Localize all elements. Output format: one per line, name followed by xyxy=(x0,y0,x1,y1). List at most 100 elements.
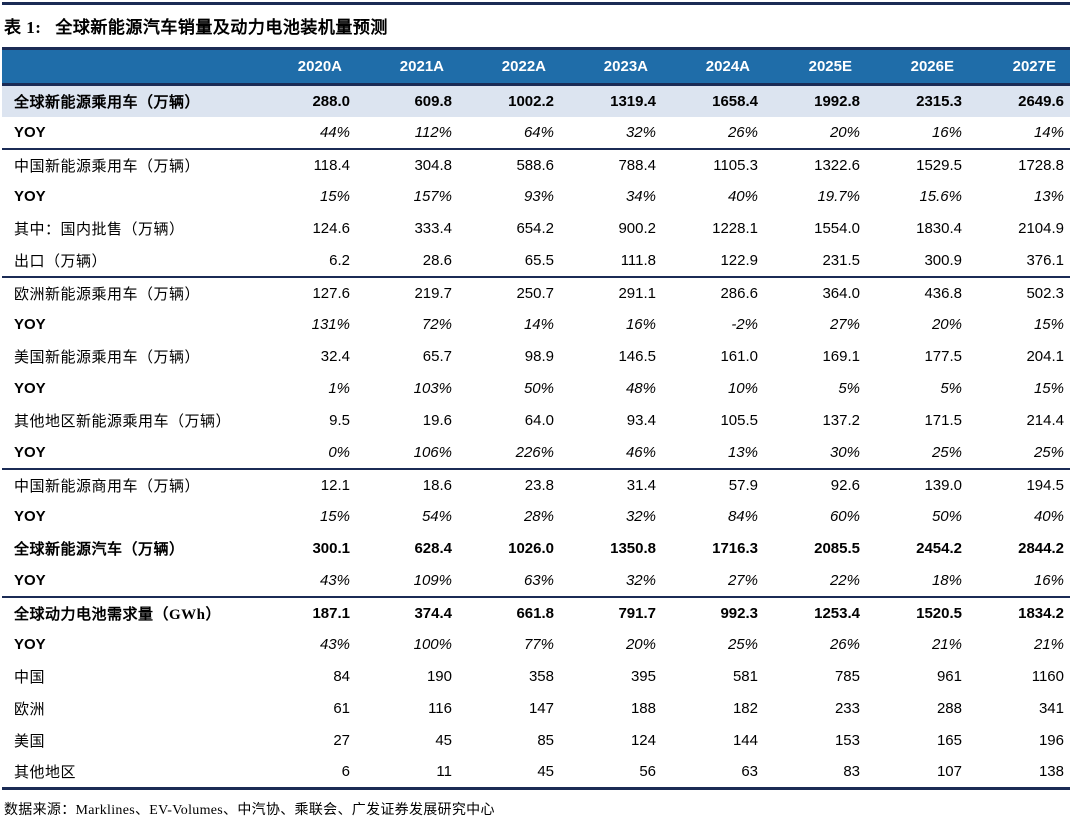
cell-value: 138 xyxy=(1038,763,1064,781)
cell-value: 791.7 xyxy=(618,604,656,622)
cell-value: 1% xyxy=(328,380,350,397)
cell-value: 0% xyxy=(254,436,356,470)
cell-value: 14% xyxy=(968,116,1070,150)
cell-value: 900.2 xyxy=(618,220,656,237)
cell-value: 12.1 xyxy=(320,476,350,494)
table-row: 全球新能源汽车（万辆） 300.1 628.4 1026.0 1350.8 1716.3 2… xyxy=(2,533,1070,565)
table-row: 中国 84 190 358 395 581 785 961 1160 xyxy=(2,661,1070,693)
cell-value: 992.3 xyxy=(720,604,758,622)
cell-value: 1728.8 xyxy=(1018,156,1064,174)
cell-value: 93% xyxy=(523,188,554,205)
row-label: 中国 xyxy=(14,670,46,686)
cell-value: 288 xyxy=(936,700,962,717)
row-label: 中国新能源乘用车（万辆） xyxy=(14,158,201,175)
cell-value: 20% xyxy=(931,316,962,333)
cell-value: 21% xyxy=(1033,636,1064,653)
cell-value: 103% xyxy=(413,380,452,397)
cell-value: 219.7 xyxy=(414,284,452,302)
column-header-2023a: 2023A xyxy=(560,47,662,86)
cell-value: 1002.2 xyxy=(508,92,554,110)
cell-value: 45 xyxy=(537,763,554,781)
cell-value: 64.0 xyxy=(524,412,554,429)
table-row: YOY 15% 54% 28% 32% 84% 60% 50% 40% xyxy=(2,501,1070,533)
cell-value: 109% xyxy=(356,564,458,598)
cell-value: 1658.4 xyxy=(712,92,758,110)
cell-value: 146.5 xyxy=(618,348,656,365)
cell-value: 153 xyxy=(834,732,860,749)
cell-value: 300.9 xyxy=(866,244,968,278)
cell-value: 60% xyxy=(829,508,860,525)
cell-value: 1834.2 xyxy=(1018,604,1064,622)
row-label: 美国新能源乘用车（万辆） xyxy=(14,350,201,366)
column-header-2022a: 2022A xyxy=(458,47,560,86)
cell-value: 18.6 xyxy=(422,476,452,494)
cell-value: 654.2 xyxy=(516,220,554,237)
cell-value: 43% xyxy=(254,564,356,598)
cell-value: 21% xyxy=(931,636,962,653)
cell-value: 1830.4 xyxy=(916,220,962,237)
cell-value: 204.1 xyxy=(1026,348,1064,365)
cell-value: 56 xyxy=(639,763,656,781)
table-row: YOY 0% 106% 226% 46% 13% 30% 25% 25% xyxy=(2,436,1070,470)
cell-value: 231.5 xyxy=(764,244,866,278)
cell-value: 92.6 xyxy=(830,476,860,494)
table-row: 中国新能源商用车（万辆） 12.1 18.6 23.8 31.4 57.9 92.6 139.… xyxy=(2,469,1070,501)
cell-value: 171.5 xyxy=(924,412,962,429)
cell-value: 5% xyxy=(838,380,860,397)
cell-value: 2844.2 xyxy=(1018,540,1064,557)
cell-value: 72% xyxy=(421,316,452,333)
table-row: YOY 44% 112% 64% 32% 26% 20% 16% 14% xyxy=(2,116,1070,150)
cell-value: 214.4 xyxy=(1026,412,1064,429)
table-row: YOY 43% 100% 77% 20% 25% 26% 21% 21% xyxy=(2,629,1070,661)
row-label: 全球新能源乘用车（万辆） xyxy=(14,94,201,111)
cell-value: 111.8 xyxy=(560,244,662,278)
cell-value: 84% xyxy=(727,508,758,525)
cell-value: 131% xyxy=(311,316,350,333)
cell-value: 788.4 xyxy=(618,156,656,174)
column-header-2020a: 2020A xyxy=(254,47,356,86)
cell-value: 1716.3 xyxy=(712,540,758,557)
table-row: 出口（万辆） 6.2 28.6 65.5 111.8 122.9 231.5 300.9 376… xyxy=(2,244,1070,278)
cell-value: 15.6% xyxy=(919,188,962,205)
row-label: YOY xyxy=(14,316,46,333)
cell-value: 286.6 xyxy=(720,284,758,302)
row-label: 全球新能源汽车（万辆） xyxy=(14,542,185,558)
cell-value: 15% xyxy=(319,188,350,205)
cell-value: 50% xyxy=(523,380,554,397)
row-label: 欧洲新能源乘用车（万辆） xyxy=(14,286,201,303)
cell-value: 61 xyxy=(333,700,350,717)
cell-value: 19.7% xyxy=(817,188,860,205)
row-label: YOY xyxy=(14,380,46,397)
cell-value: 1253.4 xyxy=(814,604,860,622)
cell-value: 233 xyxy=(834,700,860,717)
cell-value: 16% xyxy=(968,564,1070,598)
cell-value: 169.1 xyxy=(822,348,860,365)
table-row: YOY 1% 103% 50% 48% 10% 5% 5% 15% xyxy=(2,373,1070,405)
table-body: 全球新能源乘用车（万辆） 288.0 609.8 1002.2 1319.4 1658.4… xyxy=(2,84,1070,789)
cell-value: 1228.1 xyxy=(712,220,758,237)
cell-value: 32% xyxy=(560,116,662,150)
cell-value: 1350.8 xyxy=(610,540,656,557)
cell-value: 32% xyxy=(560,564,662,598)
cell-value: 18% xyxy=(866,564,968,598)
cell-value: 124 xyxy=(630,732,656,749)
cell-value: 127.6 xyxy=(312,284,350,302)
cell-value: 11 xyxy=(436,763,452,781)
cell-value: 165 xyxy=(936,732,962,749)
cell-value: 226% xyxy=(458,436,560,470)
cell-value: 2104.9 xyxy=(1018,220,1064,237)
cell-value: 45 xyxy=(435,732,452,749)
cell-value: 161.0 xyxy=(720,348,758,365)
table-number-label: 表 1: xyxy=(4,18,42,37)
cell-value: 1554.0 xyxy=(814,220,860,237)
row-label: 中国新能源商用车（万辆） xyxy=(14,478,201,495)
cell-value: 147 xyxy=(528,700,554,717)
row-label: 其中：国内批售（万辆） xyxy=(14,222,185,238)
cell-value: 15% xyxy=(319,508,350,525)
cell-value: 26% xyxy=(662,116,764,150)
cell-value: 44% xyxy=(254,116,356,150)
table-row: 欧洲新能源乘用车（万辆） 127.6 219.7 250.7 291.1 286.6 364… xyxy=(2,277,1070,309)
row-label: YOY xyxy=(14,636,46,653)
column-header-2026e: 2026E xyxy=(866,47,968,86)
cell-value: 124.6 xyxy=(312,220,350,237)
